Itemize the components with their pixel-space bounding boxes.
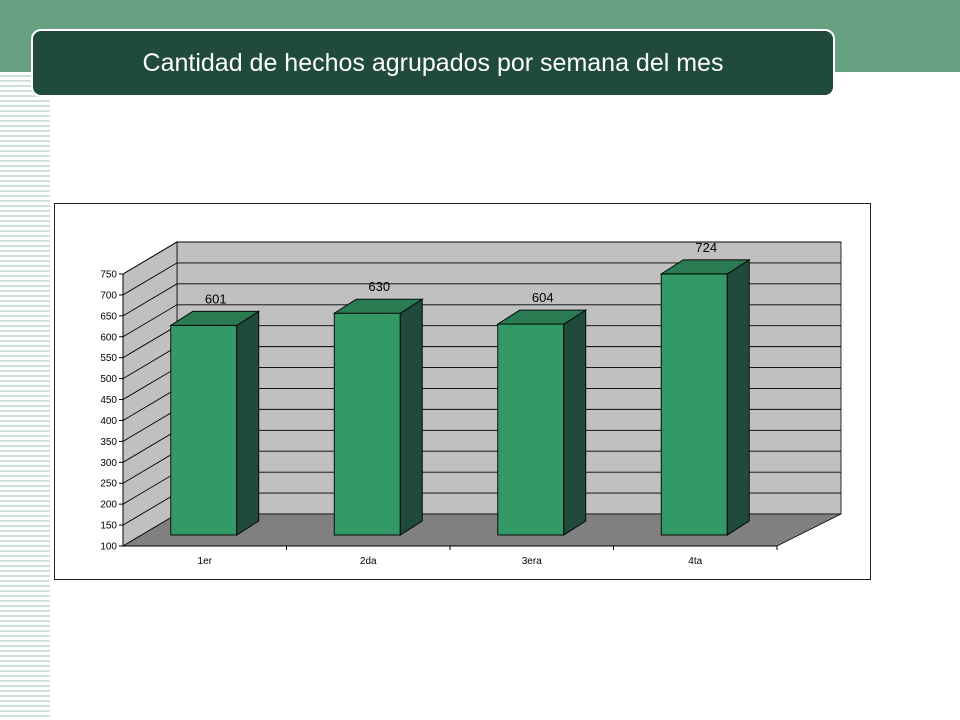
bar-side	[726, 259, 750, 536]
bar-side	[399, 298, 423, 536]
bar-top	[332, 298, 424, 314]
gridline	[122, 304, 841, 338]
data-label: 630	[368, 279, 390, 294]
bar-front	[333, 312, 401, 536]
x-category-label: 3era	[522, 556, 542, 567]
y-tick-label: 300	[100, 458, 117, 469]
x-category-label: 1er	[198, 556, 213, 567]
x-category-label: 4ta	[688, 556, 702, 567]
data-label: 604	[532, 290, 554, 305]
y-tick-label: 700	[100, 290, 117, 301]
y-tick-label: 250	[100, 479, 117, 490]
data-label: 724	[695, 240, 717, 255]
y-tick-label: 450	[100, 395, 117, 406]
bar-top	[496, 309, 588, 325]
bar-top	[169, 310, 261, 326]
y-tick-label: 550	[100, 353, 117, 364]
y-tick-label: 750	[100, 270, 117, 281]
gridline	[122, 262, 841, 296]
bar-front	[660, 273, 728, 536]
y-tick-label: 200	[100, 500, 117, 511]
bar-side	[236, 310, 260, 536]
x-category-label: 2da	[360, 556, 377, 567]
bar-front	[170, 324, 238, 536]
gridline	[122, 283, 841, 317]
title-bar: Cantidad de hechos agrupados por semana …	[31, 29, 835, 97]
y-tick-label: 600	[100, 332, 117, 343]
chart-side-wall	[122, 241, 178, 547]
bar-chart: 100 150 200 250 300 350 400 450 500 550 600 650 700 7…	[100, 240, 842, 567]
gridline	[122, 241, 841, 275]
chart-frame: 100 150 200 250 300 350 400 450 500 550 600 650 700 7…	[54, 203, 871, 580]
y-tick-label: 150	[100, 521, 117, 532]
y-tick-label: 500	[100, 374, 117, 385]
bar-top	[659, 259, 751, 275]
y-tick-label: 100	[100, 542, 117, 553]
page-title: Cantidad de hechos agrupados por semana …	[142, 48, 724, 77]
bar-front	[497, 323, 565, 536]
bar-side	[563, 309, 587, 536]
y-tick-label: 650	[100, 311, 117, 322]
data-label: 601	[205, 291, 227, 306]
y-tick-label: 400	[100, 416, 117, 427]
left-stripe-decoration	[0, 72, 50, 720]
y-tick-label: 350	[100, 437, 117, 448]
